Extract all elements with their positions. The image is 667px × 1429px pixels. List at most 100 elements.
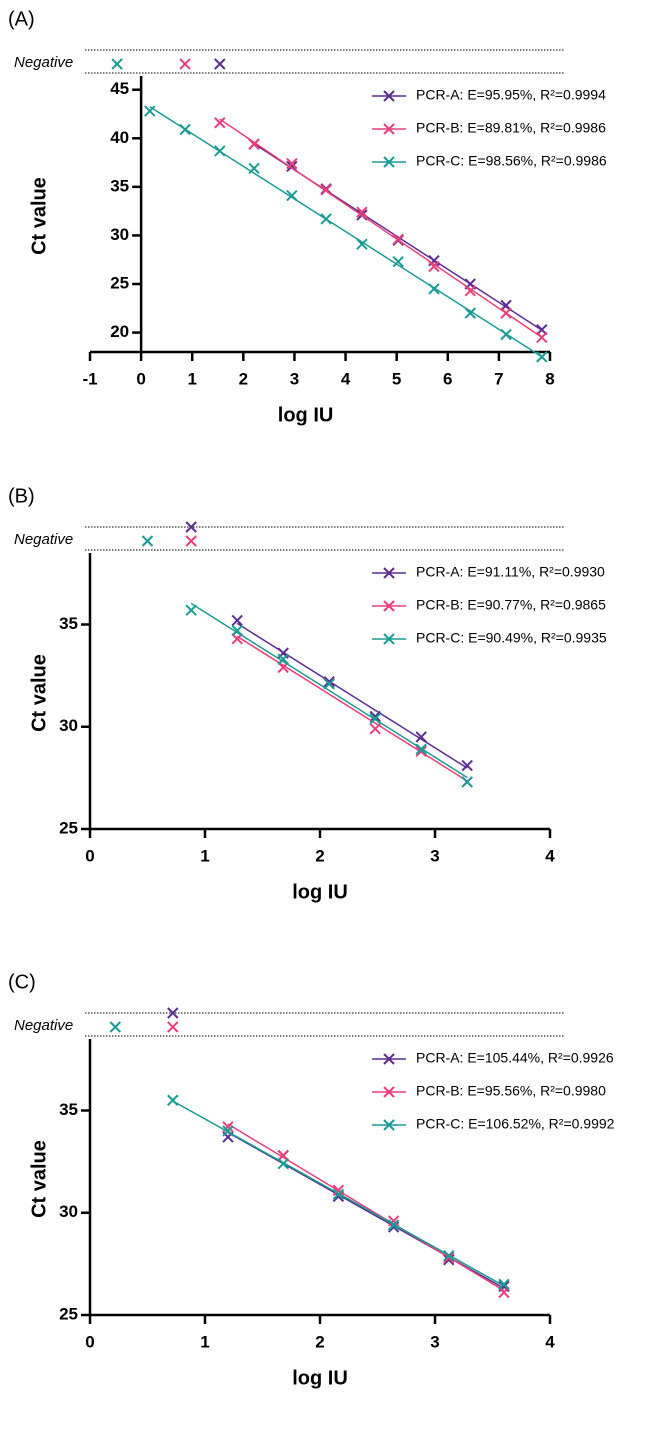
cross-stroke xyxy=(277,653,289,665)
cross-stroke xyxy=(185,535,197,547)
y-tick-label: 35 xyxy=(110,176,129,195)
cross-stroke xyxy=(332,1184,345,1196)
legend-label: PCR-B: E=90.77%, R²=0.9865 xyxy=(416,597,606,613)
data-point xyxy=(277,653,289,665)
legend-label: PCR-A: E=105.44%, R²=0.9926 xyxy=(416,1050,614,1066)
cross-stroke xyxy=(383,123,395,135)
cross-stroke xyxy=(144,105,156,117)
data-point xyxy=(387,1219,400,1231)
cross-stroke xyxy=(392,233,404,246)
cross-stroke xyxy=(323,676,335,688)
y-tick-label: 30 xyxy=(59,1202,78,1221)
x-tick-label: 1 xyxy=(200,846,209,865)
legend-label: PCR-A: E=95.95%, R²=0.9994 xyxy=(416,87,606,103)
data-point xyxy=(231,614,243,627)
data-point xyxy=(428,283,440,295)
data-point xyxy=(464,285,476,297)
data-point xyxy=(415,743,427,755)
x-tick-label: 4 xyxy=(545,846,555,865)
cross-stroke xyxy=(536,351,548,363)
y-axis-title: Ct value xyxy=(28,177,50,255)
cross-stroke xyxy=(185,604,197,616)
legend-marker xyxy=(383,1053,395,1065)
data-point xyxy=(369,712,381,725)
legend-label: PCR-B: E=89.81%, R²=0.9986 xyxy=(416,120,606,136)
cross-stroke xyxy=(277,1149,289,1162)
cross-stroke xyxy=(248,162,260,175)
legend-label: PCR-C: E=90.49%, R²=0.9935 xyxy=(416,630,607,646)
y-tick-label: 30 xyxy=(59,716,78,735)
cross-stroke xyxy=(500,307,512,319)
cross-stroke xyxy=(383,633,395,645)
data-point xyxy=(387,1215,400,1227)
x-tick-label: 8 xyxy=(545,369,554,388)
data-point xyxy=(277,1157,289,1170)
cross-stroke xyxy=(383,600,395,612)
cross-stroke xyxy=(443,1249,455,1262)
cross-stroke xyxy=(231,624,243,637)
cross-stroke xyxy=(356,238,368,250)
x-tick-label: 6 xyxy=(443,369,452,388)
data-point xyxy=(286,189,298,202)
cross-stroke xyxy=(332,1188,345,1201)
negative-label: Negative xyxy=(14,531,73,548)
data-point xyxy=(536,351,548,363)
negative-marker xyxy=(185,521,197,533)
cross-stroke xyxy=(443,1252,455,1264)
negative-marker xyxy=(167,1007,179,1019)
cross-stroke xyxy=(383,156,395,168)
cross-stroke xyxy=(320,184,332,196)
x-tick-label: 0 xyxy=(85,1332,94,1351)
legend-label: PCR-C: E=98.56%, R²=0.9986 xyxy=(416,153,607,169)
cross-stroke xyxy=(141,535,154,547)
data-point xyxy=(464,307,476,319)
x-tick-label: 1 xyxy=(187,369,196,388)
cross-stroke xyxy=(222,1125,234,1137)
legend-marker xyxy=(383,123,395,135)
negative-label: Negative xyxy=(14,1017,73,1034)
data-point xyxy=(428,260,440,273)
data-point xyxy=(320,213,332,225)
negative-marker xyxy=(179,58,191,70)
legend-label: PCR-A: E=91.11%, R²=0.9930 xyxy=(416,564,605,580)
cross-stroke xyxy=(248,138,260,150)
legend-marker xyxy=(383,633,395,645)
cross-stroke xyxy=(111,58,123,70)
data-point xyxy=(277,1149,289,1162)
cross-stroke xyxy=(461,776,473,788)
cross-stroke xyxy=(179,123,191,136)
x-tick-label: 0 xyxy=(136,369,145,388)
data-point xyxy=(323,678,335,690)
cross-stroke xyxy=(415,745,427,757)
x-tick-label: -1 xyxy=(82,369,97,388)
fit-line xyxy=(227,1123,505,1292)
cross-stroke xyxy=(214,58,226,70)
cross-stroke xyxy=(214,145,226,157)
data-point xyxy=(498,1278,510,1291)
y-tick-label: 25 xyxy=(110,273,129,292)
x-tick-label: 1 xyxy=(200,1332,209,1351)
fit-line xyxy=(149,106,543,358)
y-tick-label: 25 xyxy=(59,1304,78,1323)
x-tick-label: 3 xyxy=(290,369,299,388)
cross-stroke xyxy=(536,331,548,344)
x-tick-label: 3 xyxy=(430,1332,439,1351)
legend-marker xyxy=(383,90,395,102)
y-tick-label: 45 xyxy=(110,79,129,98)
cross-stroke xyxy=(383,1119,395,1131)
data-point xyxy=(320,184,332,196)
data-point xyxy=(536,331,548,344)
y-tick-label: 25 xyxy=(59,818,78,837)
data-point xyxy=(415,731,427,743)
cross-stroke xyxy=(461,759,473,772)
cross-stroke xyxy=(231,614,243,627)
data-point xyxy=(214,145,226,157)
cross-stroke xyxy=(498,1286,510,1299)
legend-marker xyxy=(383,1086,395,1098)
data-point xyxy=(185,604,197,616)
fit-line xyxy=(219,118,543,338)
fit-line xyxy=(236,622,468,769)
panel-label: (A) xyxy=(8,8,35,30)
cross-stroke xyxy=(387,1219,400,1231)
